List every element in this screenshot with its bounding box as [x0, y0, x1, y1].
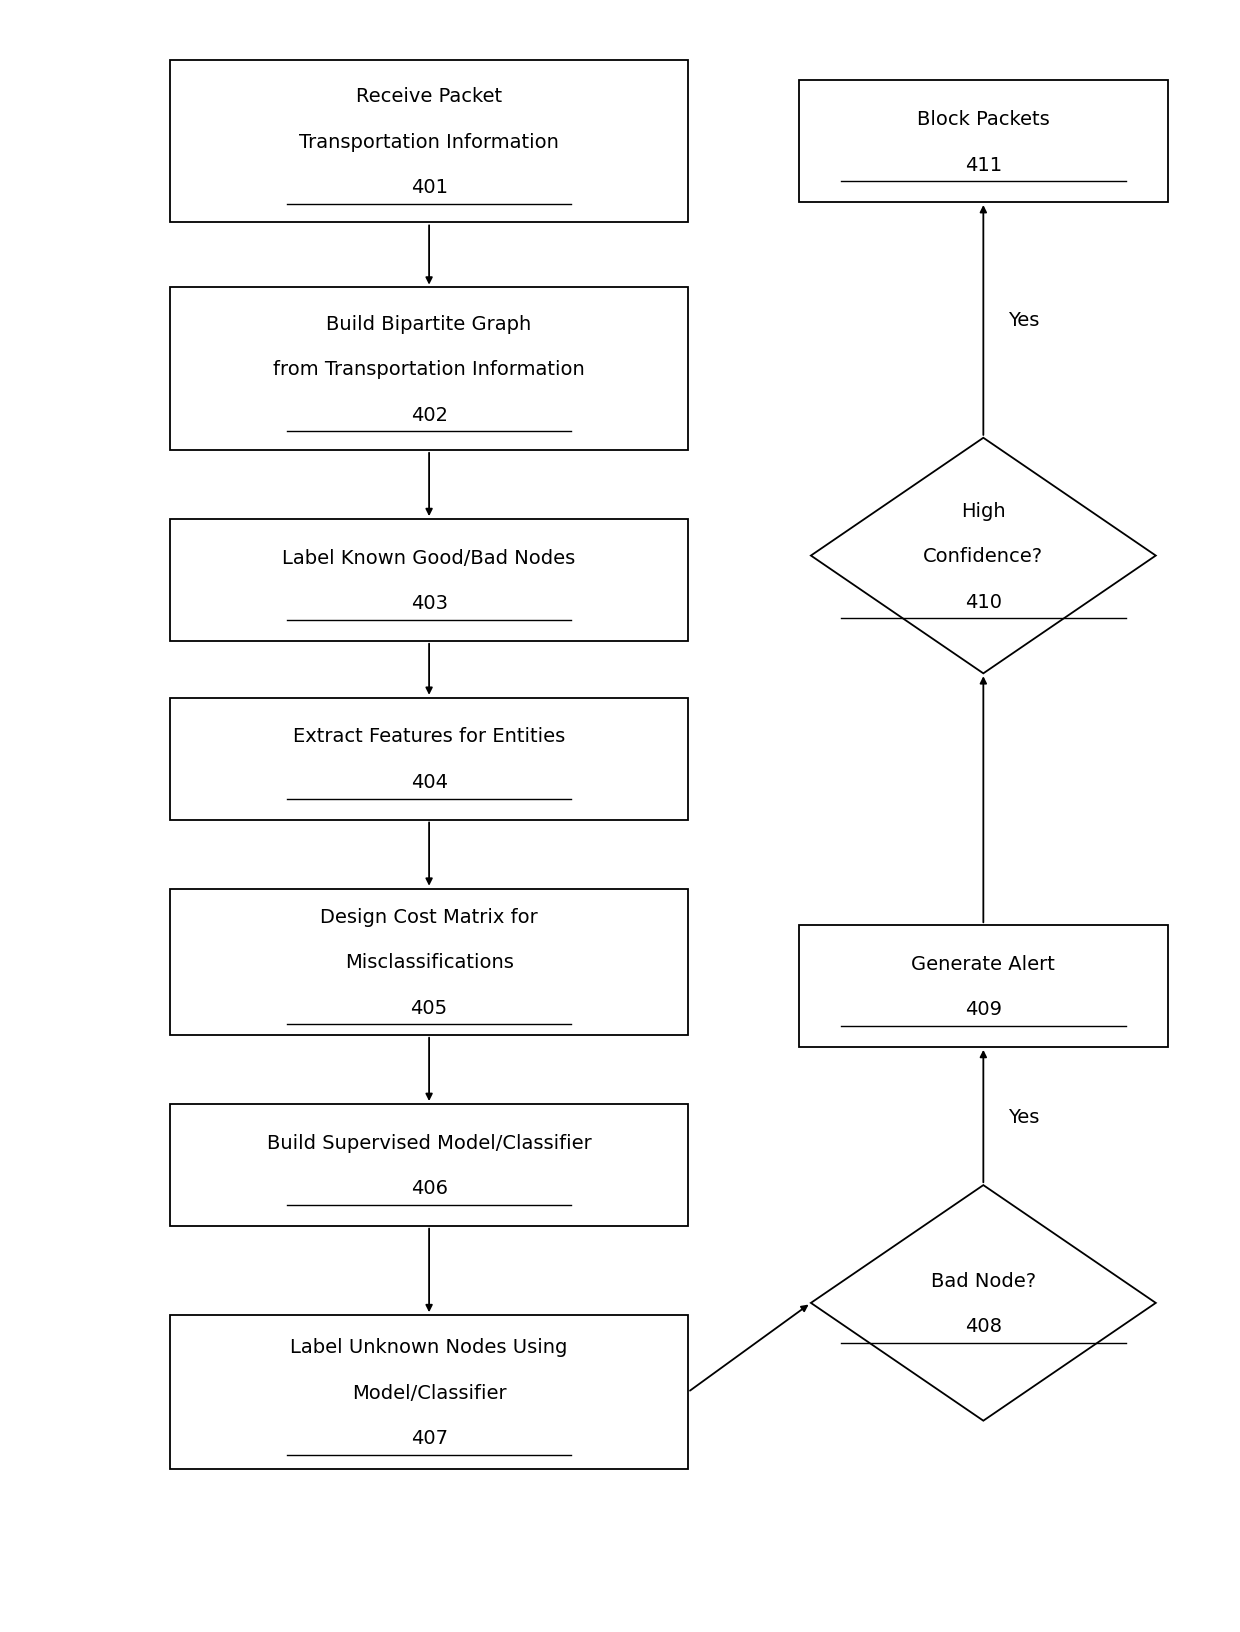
Text: 402: 402 [410, 405, 448, 424]
Text: Label Known Good/Bad Nodes: Label Known Good/Bad Nodes [283, 548, 575, 568]
Text: 409: 409 [965, 1000, 1002, 1018]
Text: Block Packets: Block Packets [916, 109, 1050, 129]
Text: High: High [961, 501, 1006, 521]
Text: 401: 401 [410, 178, 448, 197]
Text: Extract Features for Entities: Extract Features for Entities [293, 726, 565, 746]
Text: 411: 411 [965, 155, 1002, 175]
Text: 408: 408 [965, 1317, 1002, 1335]
Text: 410: 410 [965, 592, 1002, 610]
Text: Receive Packet: Receive Packet [356, 86, 502, 106]
Text: 406: 406 [410, 1178, 448, 1198]
Text: Yes: Yes [1008, 312, 1039, 330]
Text: Build Bipartite Graph: Build Bipartite Graph [326, 315, 532, 333]
Polygon shape [811, 439, 1156, 674]
FancyBboxPatch shape [170, 289, 688, 450]
FancyBboxPatch shape [170, 889, 688, 1035]
FancyBboxPatch shape [170, 1105, 688, 1226]
Text: Label Unknown Nodes Using: Label Unknown Nodes Using [290, 1338, 568, 1356]
Text: Yes: Yes [1008, 1106, 1039, 1126]
FancyBboxPatch shape [170, 60, 688, 224]
Text: from Transportation Information: from Transportation Information [273, 361, 585, 379]
Text: Build Supervised Model/Classifier: Build Supervised Model/Classifier [267, 1133, 591, 1152]
Text: 404: 404 [410, 772, 448, 792]
FancyBboxPatch shape [799, 925, 1168, 1048]
FancyBboxPatch shape [170, 519, 688, 641]
Text: Model/Classifier: Model/Classifier [352, 1382, 506, 1402]
Text: 405: 405 [410, 999, 448, 1017]
Text: 403: 403 [410, 594, 448, 612]
Text: Transportation Information: Transportation Information [299, 132, 559, 152]
Text: Bad Node?: Bad Node? [931, 1271, 1035, 1289]
Text: Generate Alert: Generate Alert [911, 955, 1055, 973]
FancyBboxPatch shape [170, 698, 688, 819]
Text: Misclassifications: Misclassifications [345, 953, 513, 971]
Text: Confidence?: Confidence? [924, 547, 1043, 566]
Text: 407: 407 [410, 1428, 448, 1448]
FancyBboxPatch shape [170, 1315, 688, 1469]
Text: Design Cost Matrix for: Design Cost Matrix for [320, 907, 538, 927]
FancyBboxPatch shape [799, 82, 1168, 202]
Polygon shape [811, 1185, 1156, 1421]
